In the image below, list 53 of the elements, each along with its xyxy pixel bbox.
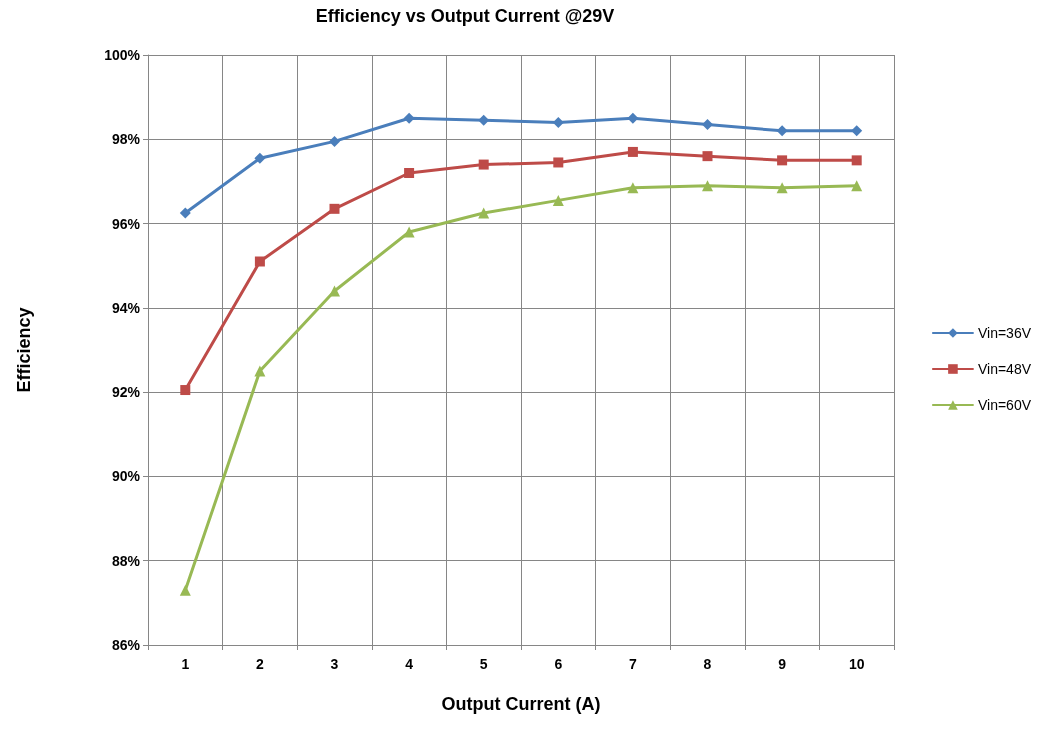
x-tick-label: 4 (405, 656, 414, 672)
x-tick-label: 3 (330, 656, 339, 672)
y-tick-label: 96% (111, 215, 141, 232)
point (404, 168, 415, 178)
legend-label: Vin=48V (977, 361, 1032, 377)
y-tick-label: 94% (111, 299, 141, 316)
point (403, 226, 415, 238)
x-axis-title: Output Current (A) (441, 694, 601, 714)
point (329, 285, 340, 297)
point (776, 125, 788, 137)
point (329, 203, 340, 214)
point (552, 116, 564, 128)
point (627, 182, 639, 194)
point (777, 155, 788, 166)
point (329, 135, 340, 147)
point (851, 155, 862, 166)
point (851, 125, 863, 137)
point (179, 207, 191, 219)
x-tick-label: 7 (629, 656, 637, 672)
point (478, 207, 490, 219)
point (552, 194, 564, 206)
x-tick-label: 1 (181, 656, 190, 672)
x-tick-label: 9 (778, 656, 787, 672)
point (702, 180, 713, 192)
point (478, 159, 489, 170)
y-tick-label: 92% (111, 384, 141, 401)
point (776, 182, 788, 194)
legend-label: Vin=36V (977, 325, 1032, 341)
point (180, 385, 191, 396)
y-tick-label: 86% (111, 637, 141, 653)
y-tick-label: 88% (111, 552, 141, 569)
y-tick-label: 98% (111, 131, 141, 148)
x-tick-label: 8 (703, 656, 712, 672)
y-tick-label: 100% (104, 47, 141, 63)
y-axis-title: Efficiency (14, 307, 34, 393)
x-tick-label: 6 (554, 656, 563, 672)
legend-label: Vin=60V (977, 397, 1032, 413)
x-tick-label: 5 (479, 656, 488, 672)
point (702, 151, 713, 162)
point (254, 152, 266, 164)
point (851, 180, 863, 192)
point (553, 157, 564, 168)
chart-title: Efficiency vs Output Current @29V (315, 6, 615, 26)
point (627, 112, 639, 124)
x-tick-label: 10 (848, 656, 865, 672)
point (254, 256, 265, 267)
point (179, 584, 191, 596)
point (702, 119, 713, 131)
point (403, 112, 415, 124)
x-tick-label: 2 (256, 656, 264, 672)
point (254, 365, 266, 377)
y-tick-label: 90% (111, 468, 141, 485)
point (627, 146, 638, 157)
